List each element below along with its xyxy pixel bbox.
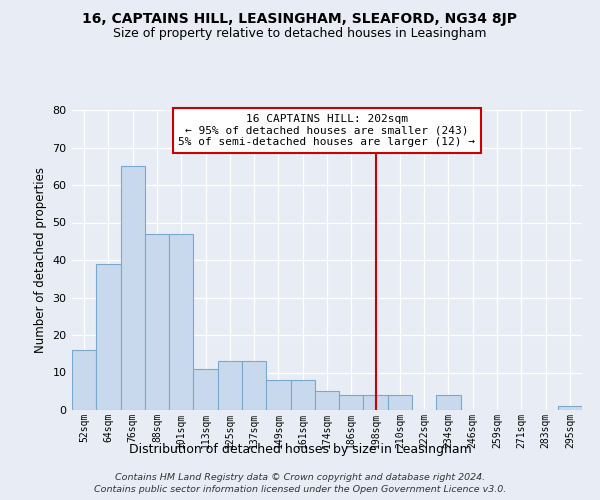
Bar	[388, 395, 412, 410]
Bar	[96, 264, 121, 410]
Bar	[242, 361, 266, 410]
Text: Distribution of detached houses by size in Leasingham: Distribution of detached houses by size …	[128, 442, 472, 456]
Text: 16 CAPTAINS HILL: 202sqm
← 95% of detached houses are smaller (243)
5% of semi-d: 16 CAPTAINS HILL: 202sqm ← 95% of detach…	[179, 114, 476, 147]
Bar	[169, 234, 193, 410]
Bar	[266, 380, 290, 410]
Bar	[558, 406, 582, 410]
Bar	[121, 166, 145, 410]
Bar	[339, 395, 364, 410]
Bar	[193, 369, 218, 410]
Bar	[364, 395, 388, 410]
Bar	[436, 395, 461, 410]
Text: 16, CAPTAINS HILL, LEASINGHAM, SLEAFORD, NG34 8JP: 16, CAPTAINS HILL, LEASINGHAM, SLEAFORD,…	[83, 12, 517, 26]
Bar	[72, 350, 96, 410]
Bar	[290, 380, 315, 410]
Y-axis label: Number of detached properties: Number of detached properties	[34, 167, 47, 353]
Bar	[315, 391, 339, 410]
Bar	[145, 234, 169, 410]
Text: Contains public sector information licensed under the Open Government Licence v3: Contains public sector information licen…	[94, 485, 506, 494]
Text: Contains HM Land Registry data © Crown copyright and database right 2024.: Contains HM Land Registry data © Crown c…	[115, 472, 485, 482]
Bar	[218, 361, 242, 410]
Text: Size of property relative to detached houses in Leasingham: Size of property relative to detached ho…	[113, 28, 487, 40]
